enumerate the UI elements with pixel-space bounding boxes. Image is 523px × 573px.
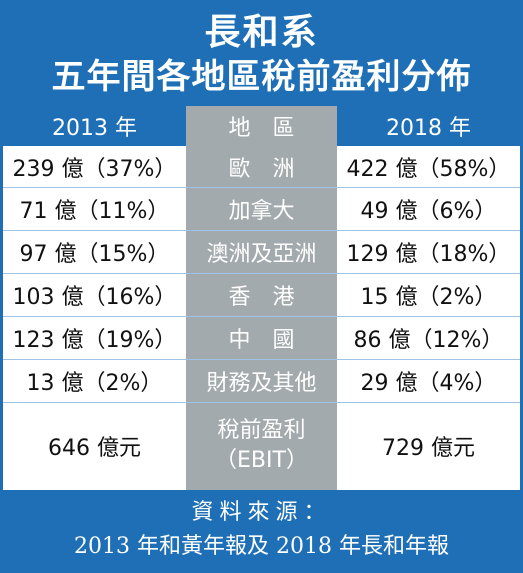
region-australia-asia: 澳洲及亞洲 xyxy=(206,241,317,267)
cell-2018-hongkong: 15 億（2%） xyxy=(360,284,497,310)
region-finance-other: 財務及其他 xyxy=(206,370,317,396)
region-canada: 加拿大 xyxy=(228,198,295,224)
row-divider xyxy=(3,359,520,360)
column-region: 地 區 歐 洲 加拿大 澳洲及亞洲 香 港 中 國 財務及其他 稅前盈利 （EB… xyxy=(186,106,337,490)
source-text: 2013 年和黃年報及 2018 年長和年報 xyxy=(74,534,449,559)
cell-2013-finance-other: 13 億（2%） xyxy=(26,370,163,396)
cell-2013-china: 123 億（19%） xyxy=(12,327,177,353)
header-2013: 2013 年 xyxy=(3,106,186,146)
header-2018: 2018 年 xyxy=(337,106,520,146)
title-sub: 五年間各地區稅前盈利分佈 xyxy=(51,56,472,97)
cell-2018-australia-asia: 129 億（18%） xyxy=(346,241,511,267)
column-2013: 2013 年 239 億（37%） 71 億（11%） 97 億（15%） 10… xyxy=(3,106,186,490)
cell-2013-total: 646 億元 xyxy=(48,436,141,461)
cell-2018-canada: 49 億（6%） xyxy=(360,198,497,224)
source-footer: 資料來源： 2013 年和黃年報及 2018 年長和年報 xyxy=(3,490,520,570)
row-divider xyxy=(3,273,520,274)
profit-table: 2013 年 239 億（37%） 71 億（11%） 97 億（15%） 10… xyxy=(3,106,520,490)
region-total: 稅前盈利 （EBIT） xyxy=(186,402,337,490)
title-main: 長和系 xyxy=(204,11,319,53)
region-china: 中 國 xyxy=(228,327,295,353)
row-divider xyxy=(3,187,520,188)
cell-2013-hongkong: 103 億（16%） xyxy=(12,284,177,310)
region-total-line1: 稅前盈利 xyxy=(217,418,306,443)
row-divider xyxy=(3,230,520,231)
region-total-line2: （EBIT） xyxy=(215,448,308,473)
title-block: 長和系 五年間各地區稅前盈利分佈 xyxy=(3,3,520,106)
source-label: 資料來源： xyxy=(191,500,332,525)
cell-2018-china: 86 億（12%） xyxy=(353,327,504,353)
row-divider xyxy=(3,402,520,403)
region-hongkong: 香 港 xyxy=(228,284,295,310)
region-europe: 歐 洲 xyxy=(228,156,295,182)
cell-2018-europe: 422 億（58%） xyxy=(346,156,511,182)
column-2018: 2018 年 422 億（58%） 49 億（6%） 129 億（18%） 15… xyxy=(337,106,520,490)
row-divider xyxy=(3,316,520,317)
cell-2013-australia-asia: 97 億（15%） xyxy=(19,241,170,267)
cell-2018-finance-other: 29 億（4%） xyxy=(360,370,497,396)
cell-2013-canada: 71 億（11%） xyxy=(19,198,170,224)
cell-2013-europe: 239 億（37%） xyxy=(12,156,177,182)
header-region: 地 區 xyxy=(186,106,337,146)
cell-2018-total: 729 億元 xyxy=(382,436,475,461)
